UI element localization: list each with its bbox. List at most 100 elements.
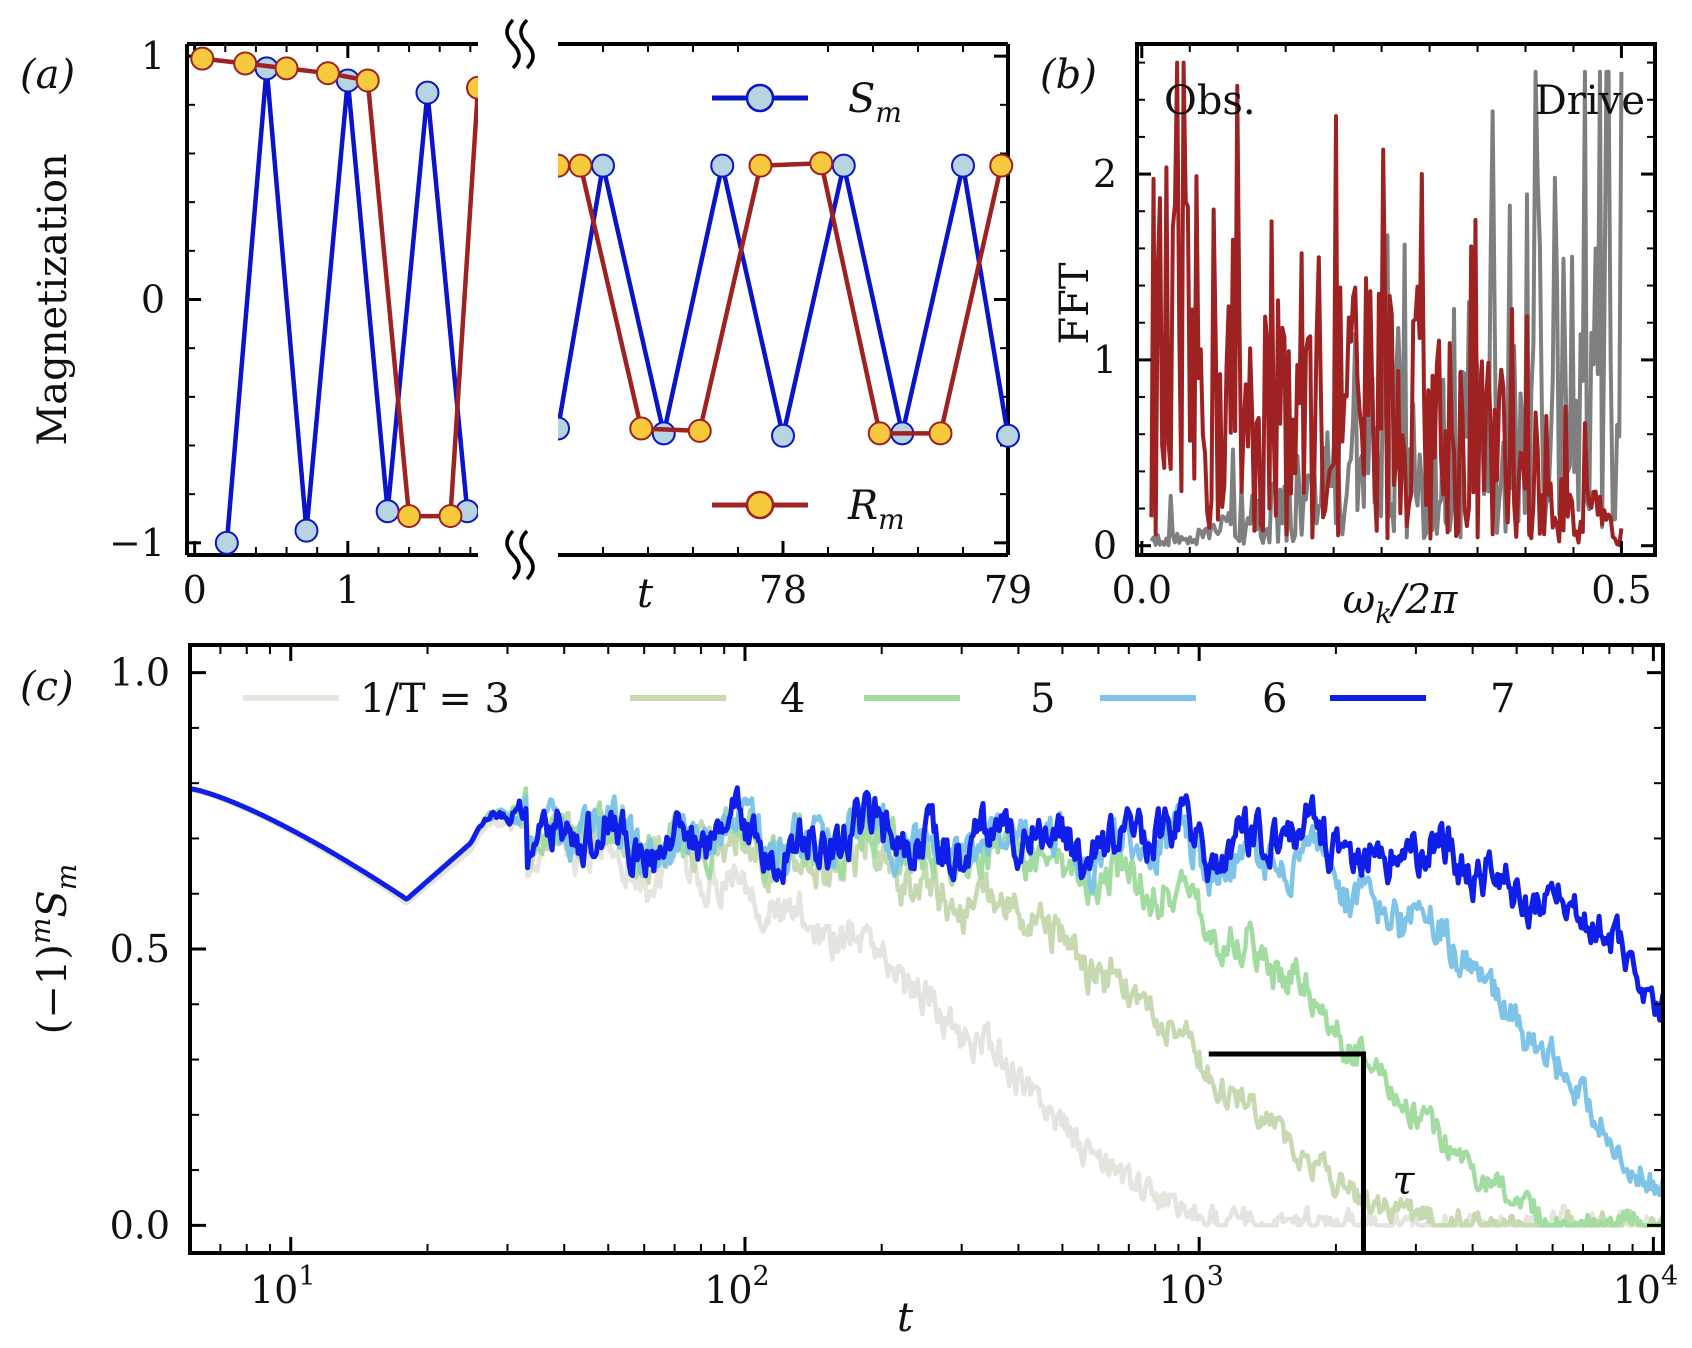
- panel-label-a: (a): [20, 52, 75, 98]
- axis-break-mark: [519, 529, 535, 581]
- x-tick-label: 1: [336, 568, 360, 612]
- x-tick-label-base: 10: [704, 1268, 752, 1312]
- y-label-part: (−1): [30, 944, 76, 1034]
- plot-frame: [188, 643, 1665, 1255]
- data-point-R_m: [315, 61, 340, 86]
- data-point-R_m: [233, 51, 258, 76]
- data-point-R_m: [867, 421, 892, 446]
- legend-label-sub: m: [875, 96, 902, 129]
- series-line-S_m: [558, 163, 1011, 439]
- data-point-R_m: [190, 46, 215, 71]
- axis-break-mark: [505, 18, 521, 70]
- data-point-S_m: [710, 153, 735, 178]
- x-axis-label: t: [637, 571, 654, 617]
- annotation-obs: Obs.: [1164, 78, 1256, 124]
- y-tick-label: −1: [109, 521, 165, 565]
- panel-label-c: (c): [20, 664, 74, 710]
- plot-frame: [1135, 42, 1657, 557]
- x-tick-label-base: 10: [250, 1268, 298, 1312]
- legend-label-1/T = 3: 1/T = 3: [360, 676, 510, 722]
- legend-label-7: 7: [1490, 676, 1515, 722]
- x-tick-label-base: 10: [1158, 1268, 1206, 1312]
- legend-marker-S_m: [745, 83, 775, 113]
- series-line-S_m: [224, 66, 470, 544]
- x-tick-label: 0: [183, 568, 207, 612]
- data-point-R_m: [558, 153, 570, 178]
- data-point-S_m: [214, 530, 239, 555]
- data-point-S_m: [375, 499, 400, 524]
- data-point-S_m: [996, 423, 1020, 448]
- data-point-R_m: [274, 56, 299, 81]
- x-axis-label: t: [897, 1295, 914, 1341]
- panel-b-fft-chart: 0 1 2 0.0 0.5 FFT ωk/2π Obs. Drive: [1052, 42, 1657, 630]
- data-point-S_m: [558, 416, 570, 441]
- x-tick-label: 103: [1158, 1261, 1224, 1312]
- series-line-Drive: [1149, 69, 1624, 548]
- legend-label-S_m: Sm: [848, 76, 902, 129]
- y-tick-label: 1: [141, 34, 165, 78]
- y-label-part: m: [24, 918, 57, 945]
- legend-label-6: 6: [1262, 676, 1287, 722]
- y-tick-label: 0.0: [110, 1203, 170, 1247]
- series-line-7: [190, 785, 1663, 1023]
- x-axis-label-main: ω: [1343, 577, 1376, 623]
- x-tick-label: 0.0: [1112, 568, 1172, 612]
- data-point-S_m: [651, 421, 676, 446]
- series-R_m-right: [558, 151, 1014, 446]
- y-label-part: m: [50, 864, 83, 891]
- data-point-S_m: [831, 153, 856, 178]
- tau-label: τ: [1392, 1158, 1415, 1204]
- data-point-R_m: [629, 416, 654, 441]
- data-point-S_m: [771, 423, 795, 448]
- data-point-R_m: [687, 418, 712, 443]
- data-point-S_m: [294, 518, 319, 543]
- x-tick-label: 0.5: [1591, 568, 1651, 612]
- x-tick-label: 104: [1613, 1261, 1679, 1312]
- data-point-R_m: [568, 153, 593, 178]
- data-point-S_m: [951, 153, 975, 178]
- x-tick-label-base: 10: [1613, 1268, 1661, 1312]
- y-label-part: S: [30, 890, 76, 917]
- x-axis-label-tail: /2π: [1388, 577, 1458, 623]
- axis-break-mark: [505, 529, 521, 581]
- y-axis-label: FFT: [1052, 262, 1098, 345]
- legend-label-main: S: [848, 76, 875, 122]
- x-axis-label-sub: k: [1375, 597, 1392, 630]
- legend-marker-R_m: [745, 490, 775, 520]
- data-point-S_m: [591, 153, 615, 178]
- legend-label-5: 5: [1030, 676, 1055, 722]
- annotation-drive: Drive: [1535, 78, 1645, 124]
- data-point-R_m: [928, 421, 953, 446]
- data-point-R_m: [989, 153, 1014, 178]
- data-point-R_m: [397, 504, 422, 529]
- series-line-R_m: [202, 56, 478, 519]
- x-tick-label: 79: [984, 568, 1032, 612]
- data-point-R_m: [438, 504, 463, 529]
- panel-label-b: (b): [1040, 52, 1097, 98]
- x-axis-label: ωk/2π: [1343, 577, 1459, 630]
- axis-break-mark: [519, 18, 535, 70]
- y-tick-label: 1.0: [110, 651, 170, 695]
- y-axis-label: Magnetization: [30, 153, 76, 445]
- data-point-S_m: [415, 80, 440, 105]
- y-tick-label: 0: [1093, 524, 1117, 568]
- legend-label-sub: m: [878, 503, 905, 536]
- y-axis-label: (−1)mSm: [24, 864, 83, 1035]
- series-line-Obs.: [1149, 60, 1624, 547]
- legend-label-R_m: Rm: [847, 483, 905, 536]
- legend-label-main: R: [847, 483, 878, 529]
- x-tick-label-exp: 2: [753, 1261, 770, 1292]
- x-tick-label-exp: 4: [1661, 1261, 1678, 1292]
- x-tick-label: 102: [704, 1261, 770, 1312]
- legend-label-4: 4: [780, 676, 805, 722]
- data-point-R_m: [809, 151, 834, 176]
- x-tick-label-exp: 3: [1207, 1261, 1224, 1292]
- data-point-R_m: [355, 68, 380, 93]
- y-tick-label: 2: [1093, 152, 1117, 196]
- y-tick-label: 0.5: [110, 927, 170, 971]
- y-tick-label: 0: [141, 278, 165, 322]
- y-tick-label: 1: [1093, 338, 1117, 382]
